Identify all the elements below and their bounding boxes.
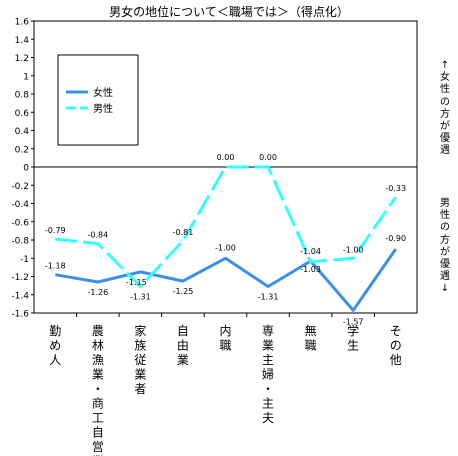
data-label: -0.79 bbox=[45, 226, 66, 235]
x-category-label: 商 bbox=[92, 396, 104, 411]
x-category-label: 人 bbox=[49, 353, 61, 367]
x-category-label: 学 bbox=[347, 323, 359, 338]
legend-box bbox=[57, 54, 139, 146]
x-category-label: 家 bbox=[134, 323, 146, 338]
data-label: -1.18 bbox=[45, 262, 66, 271]
legend-label: 女性 bbox=[93, 86, 113, 99]
data-label: -1.00 bbox=[215, 243, 236, 252]
y-tick-label: -1.2 bbox=[11, 273, 29, 283]
x-category-label: そ bbox=[390, 324, 402, 338]
chart-title: 男女の地位について＜職場では＞（得点化） bbox=[109, 5, 349, 19]
x-category-label: ・ bbox=[262, 382, 274, 396]
data-label: -1.04 bbox=[300, 247, 321, 256]
legend-label: 男性 bbox=[93, 102, 113, 115]
data-label: -1.00 bbox=[343, 245, 364, 254]
x-category-label: 内 bbox=[219, 324, 231, 338]
x-category-label: 営 bbox=[92, 440, 104, 454]
x-category-label: 工 bbox=[92, 411, 104, 425]
y-tick-label: -0.6 bbox=[11, 218, 29, 228]
y-tick-label: 0.8 bbox=[15, 91, 30, 101]
x-category-label: 由 bbox=[177, 339, 189, 353]
data-label: -1.26 bbox=[87, 288, 108, 297]
y-tick-label: 0.4 bbox=[15, 127, 30, 137]
x-category-label: 無 bbox=[305, 323, 317, 338]
x-category-label: 業 bbox=[262, 339, 274, 353]
x-category-label: 専 bbox=[262, 324, 274, 338]
series-line-men bbox=[55, 165, 397, 288]
y-tick-label: -1.6 bbox=[11, 310, 29, 320]
x-category-label: 婦 bbox=[262, 367, 274, 382]
y-tick-label: -0.8 bbox=[11, 237, 29, 247]
x-category-label: 者 bbox=[134, 382, 146, 396]
y-tick-label: 0 bbox=[23, 164, 29, 174]
y-tick-label: -0.2 bbox=[11, 182, 29, 192]
x-category-label: 漁 bbox=[92, 353, 104, 367]
y-tick-label: -1 bbox=[20, 255, 29, 265]
x-category-label: 職 bbox=[219, 339, 231, 353]
y-tick-label: 1.6 bbox=[15, 18, 30, 28]
x-category-label: 自 bbox=[177, 324, 189, 338]
x-category-label: 業 bbox=[92, 455, 104, 456]
x-category-label: 生 bbox=[347, 339, 359, 353]
data-label: -0.81 bbox=[173, 228, 194, 237]
x-category-label: 業 bbox=[177, 353, 189, 367]
data-label: 0.00 bbox=[217, 153, 235, 162]
x-category-label: 族 bbox=[134, 339, 146, 353]
y-tick-label: 0.6 bbox=[15, 109, 30, 119]
x-category-label: 業 bbox=[134, 368, 146, 382]
y-tick-label: -0.4 bbox=[11, 200, 29, 210]
y-tick-label: 1 bbox=[23, 72, 29, 82]
annotation-women-favored: ↑ 女性の方が優遇 bbox=[440, 60, 450, 157]
data-label: -1.31 bbox=[130, 293, 151, 302]
data-label: -1.15 bbox=[126, 278, 147, 287]
x-category-label: ・ bbox=[92, 382, 104, 396]
data-label: -1.31 bbox=[258, 293, 279, 302]
x-category-label: 他 bbox=[390, 353, 402, 367]
data-label: -1.57 bbox=[343, 317, 364, 326]
x-category-label: 林 bbox=[92, 339, 104, 353]
x-category-label: 職 bbox=[305, 339, 317, 353]
x-category-label: め bbox=[49, 339, 61, 353]
x-category-label: 勤 bbox=[49, 324, 61, 338]
data-label: -0.90 bbox=[385, 234, 406, 243]
x-category-label: 主 bbox=[262, 353, 274, 367]
x-category-label: 従 bbox=[134, 353, 146, 367]
y-tick-label: 0.2 bbox=[15, 145, 29, 155]
data-label: -1.25 bbox=[173, 287, 194, 296]
data-label: -1.03 bbox=[300, 265, 321, 274]
x-category-label: 農 bbox=[92, 324, 104, 338]
data-label: 0.00 bbox=[259, 153, 277, 162]
y-tick-label: 1.2 bbox=[15, 54, 29, 64]
x-category-label: 自 bbox=[92, 426, 104, 440]
x-category-label: の bbox=[390, 339, 402, 353]
y-tick-label: 1.4 bbox=[15, 36, 30, 46]
y-tick-label: -1.4 bbox=[11, 291, 29, 301]
annotation-men-favored: 男性の方が優遇 ↓ bbox=[440, 198, 450, 295]
x-category-label: 業 bbox=[92, 368, 104, 382]
x-category-label: 主 bbox=[262, 397, 274, 411]
data-label: -0.33 bbox=[385, 184, 406, 193]
x-category-label: 夫 bbox=[262, 411, 274, 425]
data-label: -0.84 bbox=[87, 231, 108, 240]
series-line-women bbox=[55, 248, 397, 312]
